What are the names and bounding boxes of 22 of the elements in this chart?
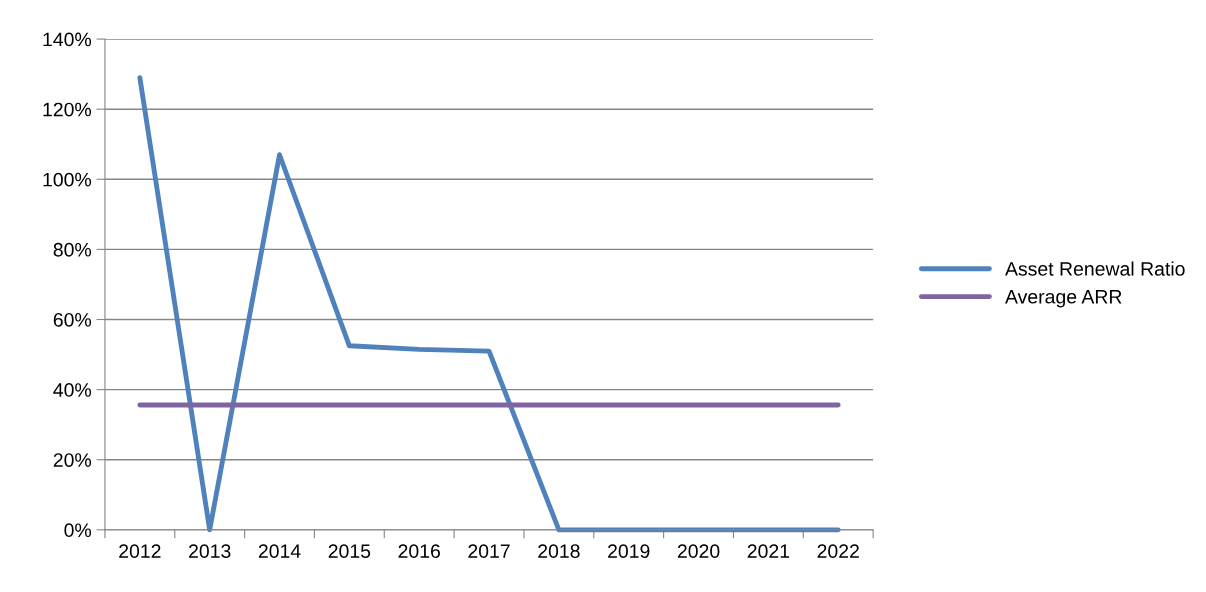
line-series (137, 75, 841, 533)
legend-label: Asset Renewal Ratio (1005, 261, 1185, 276)
x-tick-label: 2019 (608, 544, 650, 559)
x-tick-label: 2020 (677, 544, 720, 559)
x-tick-label: 2012 (119, 544, 161, 559)
x-tick-label: 2018 (538, 544, 580, 559)
y-tick-label: 140% (43, 32, 92, 47)
legend-label: Average ARR (1005, 290, 1122, 308)
x-tick-label: 2014 (258, 544, 301, 559)
y-tick-label: 20% (53, 453, 92, 467)
x-tick-label: 2013 (189, 544, 231, 559)
y-tick-label: 0% (64, 523, 92, 538)
y-tick-label: 60% (53, 312, 92, 327)
x-tick-label: 2021 (747, 544, 790, 559)
y-tick-label: 40% (53, 383, 92, 397)
x-tick-label: 2015 (328, 544, 371, 559)
x-tick-label: 2017 (468, 544, 510, 559)
x-tick-label: 2022 (817, 544, 859, 559)
y-tick-label: 120% (43, 102, 92, 117)
y-tick-label: 100% (43, 172, 92, 187)
y-tick-label: 80% (53, 242, 92, 257)
x-tick-label: 2016 (398, 544, 440, 559)
